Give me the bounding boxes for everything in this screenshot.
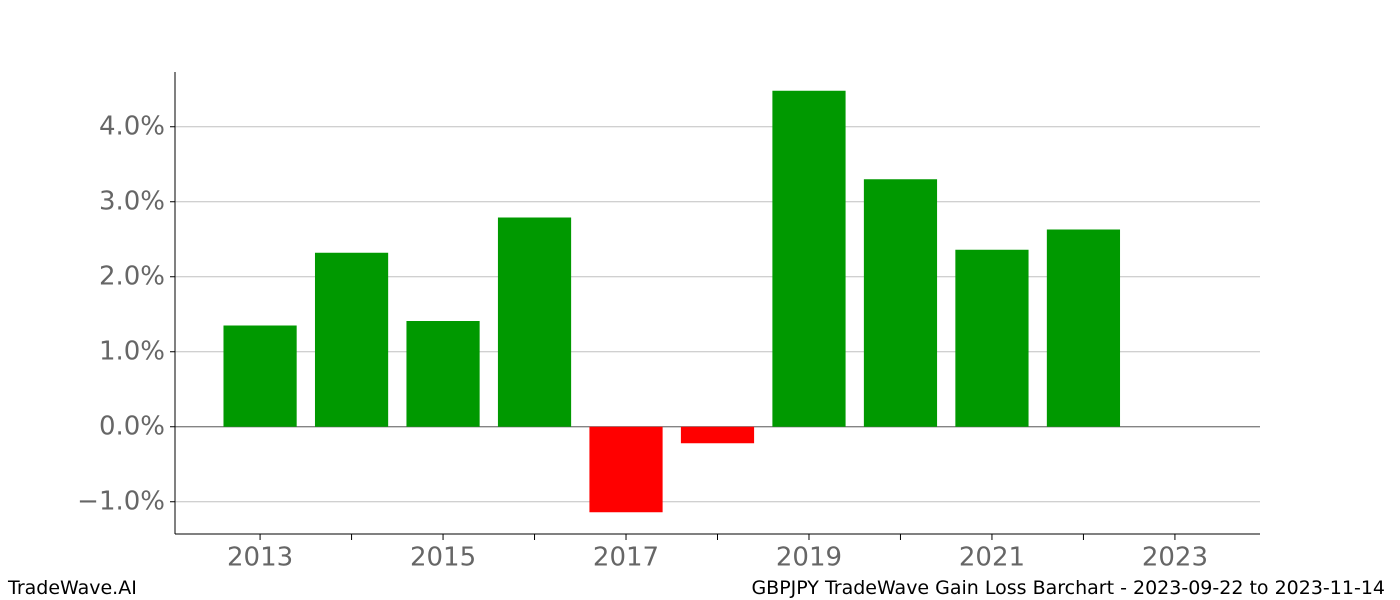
- x-tick-label: 2019: [776, 543, 842, 573]
- x-tick-label: 2023: [1142, 543, 1208, 573]
- x-tick-label: 2021: [959, 543, 1025, 573]
- x-tick-label: 2015: [410, 543, 476, 573]
- x-tick-label: 2013: [227, 543, 293, 573]
- bar: [1046, 229, 1121, 427]
- bar: [406, 321, 480, 427]
- x-tick-label: 2017: [593, 543, 659, 573]
- bar: [223, 325, 297, 427]
- bar: [497, 217, 572, 427]
- bar: [955, 249, 1029, 427]
- y-tick-label: −1.0%: [77, 486, 165, 516]
- bar: [314, 252, 389, 427]
- chart-title: GBPJPY TradeWave Gain Loss Barchart - 20…: [751, 577, 1385, 599]
- bar: [589, 426, 663, 513]
- y-tick-label: 3.0%: [99, 186, 165, 216]
- y-tick-label: 4.0%: [99, 111, 165, 141]
- y-tick-label: 2.0%: [99, 261, 165, 291]
- y-tick-label: 1.0%: [99, 336, 165, 366]
- bar: [863, 179, 938, 427]
- y-tick-label: 0.0%: [99, 411, 165, 441]
- bar: [772, 90, 846, 427]
- bar: [680, 426, 755, 444]
- brand: TradeWave.AI: [7, 577, 137, 599]
